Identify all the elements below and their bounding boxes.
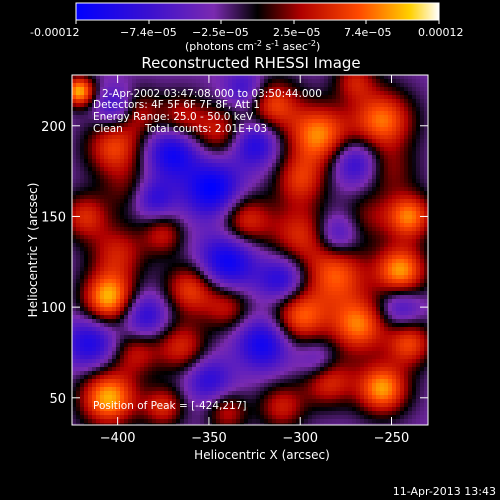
colorbar-tick-label: 7.4e−05 xyxy=(344,26,391,39)
annotation-peak: Position of Peak = [-424,217] xyxy=(93,400,247,412)
footer-timestamp: 11-Apr-2013 13:43 xyxy=(393,485,496,498)
annotation-detectors: Detectors: 4F 5F 6F 7F 8F, Att 1 xyxy=(93,99,260,111)
x-tick-label: −400 xyxy=(100,431,136,446)
image-area xyxy=(71,74,429,426)
x-tick-label: −300 xyxy=(282,431,318,446)
y-tick-label: 50 xyxy=(49,392,66,407)
chart-title: Reconstructed RHESSI Image xyxy=(141,54,360,72)
annotation-time: 2-Apr-2002 03:47:08.000 to 03:50:44.000 xyxy=(102,88,322,100)
annotation-clean: Clean xyxy=(93,123,123,135)
colorbar-tick-label: −7.4e−05 xyxy=(120,26,177,39)
x-axis: −400 −350 −300 −250 xyxy=(100,75,410,446)
colorbar-tick-label: 0.00012 xyxy=(418,26,464,39)
plot-frame xyxy=(71,74,429,426)
x-tick-label: −250 xyxy=(374,431,410,446)
heatmap-canvas xyxy=(72,75,428,425)
x-axis-label: Heliocentric X (arcsec) xyxy=(194,448,330,462)
colorbar-labels: -0.00012 −7.4e−05 −2.5e−05 2.5e−05 7.4e−… xyxy=(30,26,464,39)
colorbar-tick-label: −2.5e−05 xyxy=(192,26,249,39)
colorbar xyxy=(75,2,440,21)
y-axis-label: Heliocentric Y (arcsec) xyxy=(26,183,40,318)
annotations: 2-Apr-2002 03:47:08.000 to 03:50:44.000 … xyxy=(93,88,322,412)
colorbar-ticks xyxy=(75,20,440,24)
colorbar-tick-label: -0.00012 xyxy=(30,26,79,39)
y-tick-label: 200 xyxy=(41,120,66,135)
annotation-energy: Energy Range: 25.0 - 50.0 keV xyxy=(93,111,254,123)
x-tick-label: −350 xyxy=(191,431,227,446)
y-axis: 50 100 150 200 xyxy=(41,120,428,407)
y-tick-label: 100 xyxy=(41,301,66,316)
y-tick-label: 150 xyxy=(41,210,66,225)
colorbar-units: (photons cm-2 s-1 asec-2) xyxy=(185,39,320,53)
colorbar-tick-label: 2.5e−05 xyxy=(273,26,320,39)
annotation-counts: Total counts: 2.01E+03 xyxy=(144,123,267,135)
